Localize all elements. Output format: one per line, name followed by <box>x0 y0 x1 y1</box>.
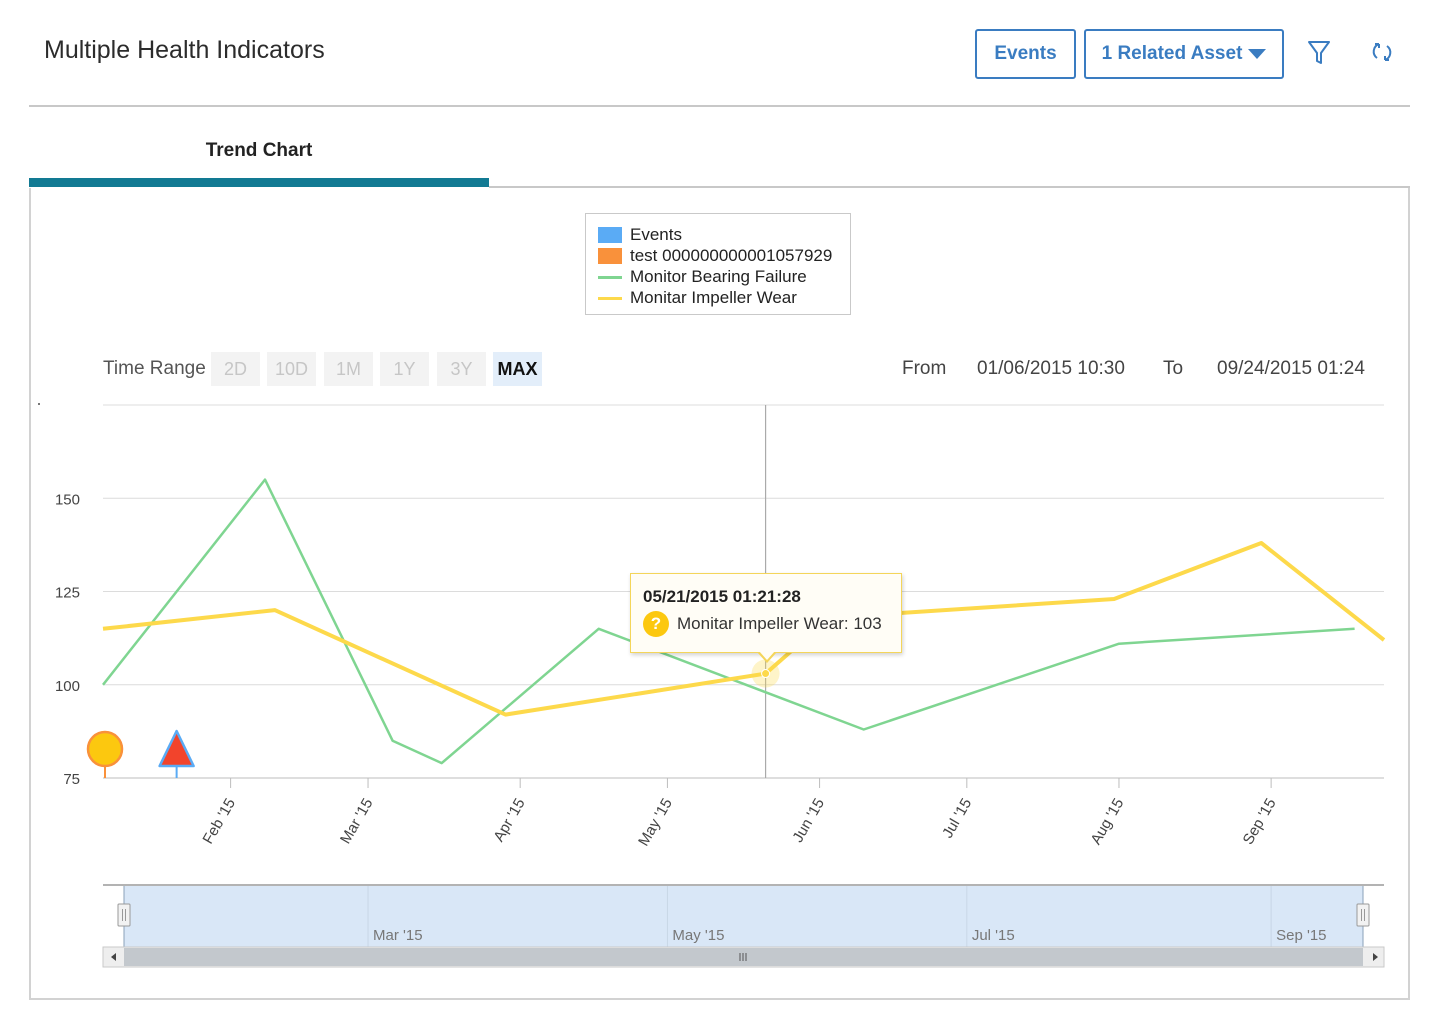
navigator-label: Jul '15 <box>972 927 1015 944</box>
series-bearing-failure <box>102 478 1355 765</box>
navigator-label: Sep '15 <box>1276 927 1326 944</box>
x-tick-label: Feb '15 <box>200 796 240 847</box>
events-swatch-icon <box>598 227 622 243</box>
tooltip-date: 05/21/2015 01:21:28 <box>643 587 801 606</box>
tooltip-arrow-inner <box>759 651 775 660</box>
test-marker-circle-icon <box>86 730 124 768</box>
related-asset-label: 1 Related Asset <box>1101 43 1243 64</box>
legend-label: Monitar Impeller Wear <box>630 288 797 307</box>
events-button[interactable]: Events <box>975 29 1076 79</box>
x-tick-label: May '15 <box>635 796 676 850</box>
x-tick-label: Sep '15 <box>1240 796 1280 848</box>
impeller-line-icon <box>598 296 622 300</box>
navigator-label: Mar '15 <box>373 927 423 944</box>
x-tick-label: Mar '15 <box>337 796 377 847</box>
legend-label: Events <box>630 225 682 244</box>
navigator-scrollbar[interactable] <box>102 946 1385 968</box>
legend-item-test[interactable]: test 000000000001057929 <box>598 246 832 266</box>
tooltip-row: ? Monitar Impeller Wear: 103 <box>643 611 882 637</box>
x-tick-label: Aug '15 <box>1088 796 1128 848</box>
y-tick-label: 100 <box>55 678 80 695</box>
range-max-button[interactable]: MAX <box>493 352 542 386</box>
navigator-label: May '15 <box>672 927 724 944</box>
range-2d-button[interactable]: 2D <box>211 352 260 386</box>
navigator-selection <box>124 886 1363 947</box>
filter-icon[interactable] <box>1304 36 1334 68</box>
navigator-left-handle[interactable] <box>117 903 131 927</box>
scroll-right-arrow-icon <box>1373 953 1378 961</box>
chart-panel <box>29 188 1410 1000</box>
chart-legend: Events test 000000000001057929 Monitor B… <box>585 213 851 315</box>
navigator: Mar '15 May '15 Jul '15 Sep '15 <box>102 884 1385 968</box>
active-tab-indicator <box>29 178 489 187</box>
related-asset-dropdown[interactable]: 1 Related Asset <box>1084 29 1284 79</box>
chevron-down-icon <box>1248 49 1267 59</box>
range-1m-button[interactable]: 1M <box>324 352 373 386</box>
refresh-icon[interactable] <box>1367 36 1397 68</box>
chart-tooltip: 05/21/2015 01:21:28 ? Monitar Impeller W… <box>630 573 902 663</box>
y-tick-label: 125 <box>55 585 80 602</box>
event-marker-triangle-icon <box>158 729 195 768</box>
header-divider <box>29 105 1410 107</box>
event-markers <box>86 729 195 778</box>
y-tick-label: 150 <box>55 491 80 508</box>
hover-point <box>761 669 771 679</box>
legend-item-events[interactable]: Events <box>598 225 682 245</box>
handle-box <box>117 903 131 927</box>
legend-label: Monitor Bearing Failure <box>630 267 807 286</box>
range-10d-button[interactable]: 10D <box>267 352 316 386</box>
tab-trend-chart[interactable]: Trend Chart <box>205 140 313 161</box>
bearing-line-icon <box>598 275 622 279</box>
tooltip-text: Monitar Impeller Wear: 103 <box>677 614 882 633</box>
x-tick-label: Jul '15 <box>939 796 975 842</box>
to-date-input[interactable]: 09/24/2015 01:24 <box>1217 358 1365 379</box>
time-range-label: Time Range <box>103 358 206 379</box>
from-label: From <box>902 358 947 379</box>
legend-item-impeller[interactable]: Monitar Impeller Wear <box>598 288 797 308</box>
x-tick-label: Apr '15 <box>490 796 528 845</box>
question-icon: ? <box>643 611 669 637</box>
axis-dot <box>38 403 40 405</box>
x-axis-ticks: Feb '15 Mar '15 Apr '15 May '15 Jun '15 Jul '… <box>200 778 1280 849</box>
y-axis-ticks: 75 100 125 150 <box>55 491 80 788</box>
page-title: Multiple Health Indicators <box>44 36 325 64</box>
range-1y-button[interactable]: 1Y <box>380 352 429 386</box>
x-tick-label: Jun '15 <box>789 796 828 846</box>
tab-divider <box>489 186 1410 188</box>
legend-label: test 000000000001057929 <box>630 246 833 265</box>
scroll-left-arrow-icon <box>111 953 116 961</box>
navigator-right-handle[interactable] <box>1356 903 1370 927</box>
from-date-input[interactable]: 01/06/2015 10:30 <box>977 358 1125 379</box>
to-label: To <box>1163 358 1184 379</box>
handle-box <box>1356 903 1370 927</box>
range-3y-button[interactable]: 3Y <box>437 352 486 386</box>
legend-item-bearing[interactable]: Monitor Bearing Failure <box>598 267 807 287</box>
y-tick-label: 75 <box>63 771 80 788</box>
test-swatch-icon <box>598 248 622 264</box>
